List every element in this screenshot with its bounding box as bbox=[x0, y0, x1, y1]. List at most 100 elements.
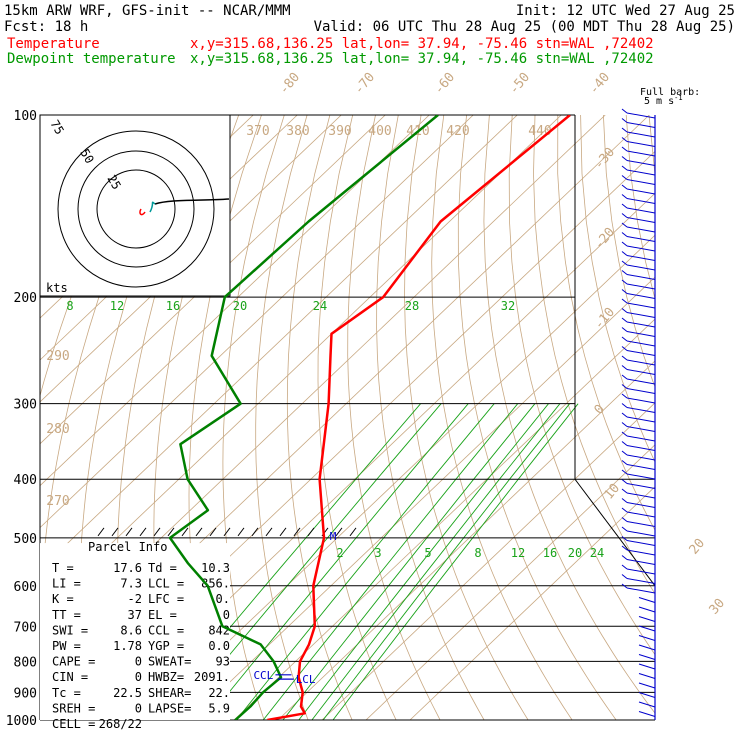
parcel-value: 1.78 bbox=[113, 639, 142, 653]
wind-barb bbox=[626, 578, 656, 584]
wind-barb-flag bbox=[621, 422, 628, 427]
wind-barb bbox=[626, 340, 656, 347]
dry-adiabat-line bbox=[317, 115, 397, 720]
wind-barb bbox=[638, 606, 656, 613]
hatch-mark bbox=[293, 527, 301, 537]
wind-barb bbox=[626, 559, 656, 565]
wind-barb bbox=[638, 597, 656, 603]
barb-legend-line1: Full barb: bbox=[640, 87, 700, 98]
parcel-value: -2 bbox=[128, 592, 142, 606]
wind-barb bbox=[626, 388, 656, 394]
dry-adiabat-line bbox=[695, 115, 740, 720]
wind-barb bbox=[626, 397, 656, 404]
wind-barb-flag bbox=[621, 213, 628, 218]
parcel-value: 268/22 bbox=[99, 717, 142, 731]
wind-barb bbox=[626, 160, 656, 166]
wind-barb bbox=[638, 663, 656, 670]
dry-adiabat-line bbox=[404, 115, 529, 720]
mixing-ratio-label: 20 bbox=[233, 299, 247, 313]
isotherm-label: 30 bbox=[707, 596, 729, 618]
wind-barb bbox=[626, 150, 656, 157]
wind-barb-flag bbox=[621, 270, 628, 275]
hodograph-ring bbox=[96, 169, 176, 249]
parcel-key: SWEAT= bbox=[148, 655, 191, 669]
lcl-label: LCL bbox=[296, 673, 316, 686]
hodograph-frame bbox=[39, 114, 231, 297]
theta-label: 290 bbox=[46, 349, 69, 364]
mixing-ratio-label: 2 bbox=[336, 546, 343, 560]
wind-barb bbox=[638, 625, 656, 632]
parcel-key: Td = bbox=[148, 561, 177, 575]
wind-barb bbox=[638, 644, 656, 651]
wind-barb bbox=[626, 312, 656, 318]
parcel-value: 22. bbox=[208, 686, 230, 700]
hatch-mark bbox=[223, 527, 231, 537]
mixing-ratio-label: 32 bbox=[501, 299, 515, 313]
dry-adiabat-line bbox=[483, 115, 655, 714]
dry-adiabat-line bbox=[603, 115, 655, 388]
isotherm-line bbox=[277, 360, 655, 720]
mixing-ratio-label: 16 bbox=[166, 299, 180, 313]
wind-barb bbox=[638, 616, 656, 622]
isotherm-label: -60 bbox=[432, 70, 459, 98]
isotherm-label: 0 bbox=[592, 402, 609, 418]
parcel-key: SREH = bbox=[52, 701, 95, 715]
wind-barb bbox=[626, 198, 656, 204]
isotherm-label: -80 bbox=[277, 70, 304, 98]
mixing-ratio-label: 8 bbox=[66, 299, 73, 313]
wind-barb bbox=[626, 359, 656, 366]
isotherm-line bbox=[40, 115, 518, 571]
wind-barb-flag bbox=[621, 137, 628, 142]
parcel-key: SWI = bbox=[52, 623, 88, 637]
isotherm-line bbox=[321, 402, 655, 720]
wind-barb-flag bbox=[621, 564, 628, 570]
isotherm-label: -30 bbox=[592, 145, 619, 173]
wind-barb-flag bbox=[621, 336, 628, 342]
pressure-label: 1000 bbox=[6, 714, 37, 729]
wind-barb bbox=[626, 473, 656, 480]
wind-barb-flag bbox=[621, 194, 628, 199]
pressure-label: 400 bbox=[14, 473, 37, 488]
mixing-ratio-label: 8 bbox=[474, 546, 481, 560]
theta-label: 380 bbox=[286, 124, 309, 139]
hodograph-ring-label: 25 bbox=[104, 173, 123, 193]
wind-barb bbox=[626, 416, 656, 423]
wind-barb-flag bbox=[621, 536, 628, 541]
hatch-mark bbox=[279, 527, 287, 537]
hatch-mark bbox=[265, 527, 273, 537]
wind-barbs bbox=[621, 108, 656, 720]
pressure-label: 200 bbox=[14, 291, 37, 306]
parcel-key: CAPE = bbox=[52, 655, 95, 669]
wind-barb bbox=[626, 255, 656, 261]
hatch-mark bbox=[125, 527, 133, 537]
wind-barb-flag bbox=[621, 203, 628, 209]
wind-barb bbox=[638, 682, 656, 689]
temperature-profile bbox=[267, 115, 571, 720]
parcel-key: LFC = bbox=[148, 592, 184, 606]
wind-barb bbox=[626, 511, 656, 518]
dry-adiabat-line bbox=[672, 115, 740, 720]
wind-barb-flag bbox=[621, 498, 628, 503]
wind-barb bbox=[626, 169, 656, 176]
mixing-ratio-line bbox=[332, 403, 579, 720]
isotherm-label: -10 bbox=[592, 305, 619, 333]
wind-barb-flag bbox=[621, 146, 628, 152]
wind-barb bbox=[626, 283, 656, 290]
wind-barb-flag bbox=[621, 412, 628, 418]
parcel-key: K = bbox=[52, 592, 74, 606]
wind-barb-flag bbox=[621, 393, 628, 399]
marker-m: M bbox=[330, 530, 337, 543]
wind-barb bbox=[626, 188, 656, 195]
isotherm-label: -40 bbox=[587, 70, 614, 98]
wind-barb-flag bbox=[621, 327, 628, 332]
wind-barb-flag bbox=[621, 441, 628, 446]
parcel-value: 7.3 bbox=[120, 577, 142, 591]
wind-barb bbox=[626, 530, 656, 537]
wind-barb-flag bbox=[621, 298, 628, 304]
isotherm-line bbox=[145, 234, 655, 720]
wind-barb-flag bbox=[621, 279, 628, 285]
dry-adiabat-line bbox=[648, 115, 655, 177]
parcel-key: YGP = bbox=[148, 639, 184, 653]
parcel-key: LCL = bbox=[148, 577, 184, 591]
